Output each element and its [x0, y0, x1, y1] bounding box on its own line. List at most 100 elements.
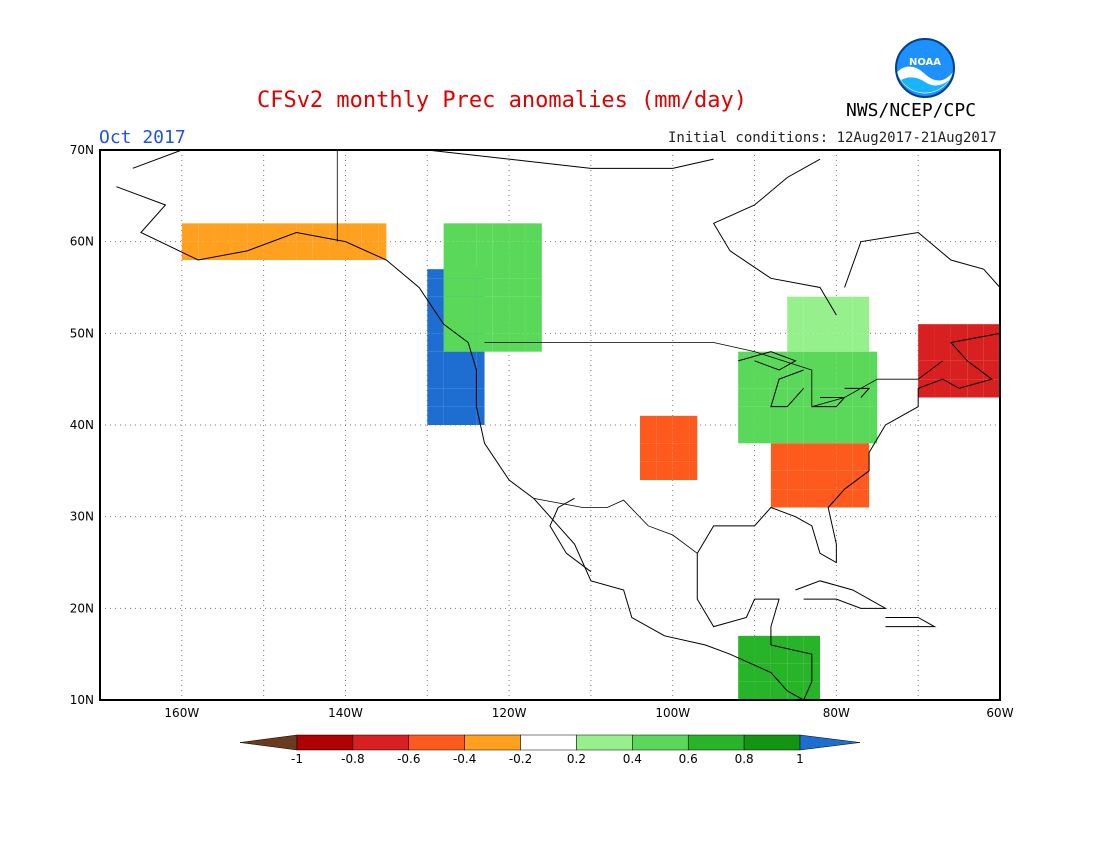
anomaly-cell: [918, 324, 935, 343]
anomaly-cell: [460, 241, 477, 260]
latitude-labels: 70N 60N 50N 40N 30N 20N 10N: [70, 143, 94, 707]
coastline: [770, 369, 805, 408]
anomaly-cell: [460, 388, 477, 407]
anomaly-cell: [967, 342, 984, 361]
anomaly-cell: [492, 223, 510, 242]
anomaly-cell: [460, 406, 477, 425]
forecast-month: Oct 2017: [99, 127, 186, 148]
anomaly-cell: [803, 333, 820, 352]
anomaly-cell: [820, 315, 837, 334]
anomaly-cell: [803, 443, 820, 453]
anomaly-cell: [738, 351, 755, 370]
anomaly-cell: [476, 406, 485, 425]
anomaly-cell: [672, 425, 690, 444]
anomaly-cells: [181, 223, 1000, 700]
anomaly-cell: [852, 351, 870, 370]
anomaly-cell: [509, 296, 526, 315]
anomaly-cell: [918, 342, 935, 361]
anomaly-cell: [820, 470, 837, 490]
lat-label: 30N: [70, 510, 94, 524]
anomaly-cell: [787, 296, 804, 315]
lon-label: 140W: [328, 706, 363, 720]
anomaly-cell: [198, 223, 215, 242]
anomaly-cell: [754, 681, 771, 700]
anomaly-cell: [983, 360, 1000, 380]
noaa-logo-text: NOAA: [909, 57, 941, 68]
anomaly-cell: [329, 241, 346, 260]
anomaly-cell: [443, 260, 460, 279]
anomaly-cell: [263, 241, 280, 260]
noaa-logo: NOAA: [895, 38, 955, 98]
anomaly-cell: [770, 645, 788, 664]
colorbar-label: -0.2: [509, 752, 532, 766]
anomaly-cell: [869, 406, 878, 425]
colorbar-label: 0.4: [623, 752, 642, 766]
coastline: [795, 580, 888, 609]
anomaly-cell: [852, 489, 870, 508]
anomaly-cell: [689, 461, 698, 480]
anomaly-cell: [803, 489, 820, 508]
anomaly-cell: [754, 645, 771, 664]
border-line: [484, 342, 943, 408]
anomaly-cell: [672, 443, 690, 462]
anomaly-cell: [738, 425, 755, 444]
anomaly-cell: [427, 296, 444, 315]
anomaly-cell: [312, 223, 330, 242]
lon-label: 160W: [164, 706, 199, 720]
coastline: [132, 150, 714, 169]
anomaly-cell: [918, 379, 935, 398]
anomaly-cell: [476, 351, 485, 370]
coastline: [844, 231, 1000, 288]
colorbar-label: -0.6: [397, 752, 420, 766]
anomaly-cell: [443, 315, 460, 334]
anomaly-cell: [427, 315, 444, 334]
anomaly-cell: [640, 425, 657, 444]
anomaly-cell: [787, 635, 804, 645]
anomaly-cell: [820, 333, 837, 352]
anomaly-cell: [967, 360, 984, 380]
anomaly-cell: [852, 406, 870, 425]
anomaly-cell: [803, 351, 820, 370]
anomaly-cell: [738, 681, 755, 700]
anomaly-cell: [803, 452, 820, 471]
anomaly-cell: [803, 681, 820, 700]
coastline: [549, 497, 592, 573]
anomaly-cell: [754, 388, 771, 407]
anomaly-cell: [378, 241, 387, 260]
anomaly-cell: [983, 324, 1000, 343]
anomaly-cell: [852, 296, 870, 315]
anomaly-cell: [214, 241, 231, 260]
anomaly-cell: [492, 241, 510, 260]
anomaly-cell: [492, 315, 510, 334]
anomaly-cell: [787, 470, 804, 490]
anomaly-cell: [230, 223, 248, 242]
anomaly-cell: [476, 370, 485, 389]
colorbar-label: -0.8: [341, 752, 364, 766]
anomaly-cell: [738, 663, 755, 682]
anomaly-cell: [738, 370, 755, 389]
lon-label: 120W: [492, 706, 527, 720]
anomaly-cell: [754, 370, 771, 389]
lon-label: 60W: [986, 706, 1013, 720]
anomaly-cell: [803, 425, 820, 444]
anomaly-cell: [214, 223, 231, 242]
anomaly-cell: [689, 425, 698, 444]
anomaly-cell: [443, 388, 460, 407]
anomaly-cell: [770, 452, 788, 471]
anomaly-cell: [787, 425, 804, 444]
anomaly-cell: [820, 296, 837, 315]
anomaly-cell: [803, 635, 820, 645]
colorbar-box: [296, 734, 354, 751]
colorbar-box: [632, 734, 689, 751]
border-line: [533, 497, 698, 554]
anomaly-cell: [950, 360, 968, 380]
coastlines: [116, 150, 1000, 700]
anomaly-cell: [820, 489, 837, 508]
anomaly-cell: [525, 260, 542, 279]
anomaly-cell: [181, 241, 199, 260]
anomaly-cell: [803, 406, 820, 425]
initial-conditions: Initial conditions: 12Aug2017-21Aug2017: [668, 130, 997, 146]
anomaly-cell: [738, 635, 755, 645]
lat-label: 50N: [70, 326, 94, 340]
anomaly-cell: [198, 241, 215, 260]
